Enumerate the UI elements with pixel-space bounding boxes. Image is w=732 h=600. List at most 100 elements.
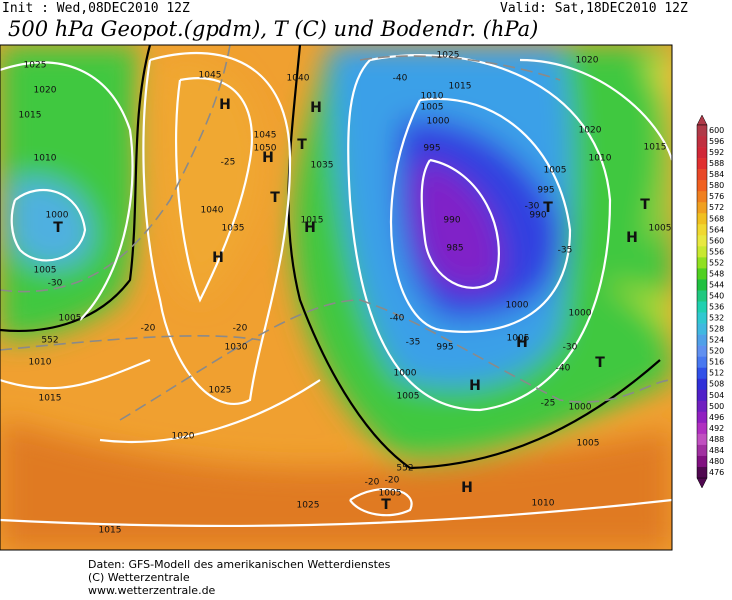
pressure-center: H [469, 378, 481, 394]
contour-label: -20 [365, 478, 380, 488]
colorbar-top [696, 114, 708, 126]
contour-label: -25 [541, 399, 556, 409]
colorbar-label: 496 [709, 413, 724, 422]
contour-label: 1005 [507, 334, 530, 344]
contour-label: 1000 [394, 369, 417, 379]
colorbar-swatch [697, 411, 707, 424]
colorbar-swatch [697, 213, 707, 225]
pressure-center: H [310, 100, 322, 116]
contour-label: -20 [233, 324, 248, 334]
contour-label: 1015 [301, 216, 324, 226]
contour-label: 995 [436, 343, 453, 353]
colorbar-swatch [697, 257, 707, 269]
contour-label: -40 [556, 364, 571, 374]
contour-label: 1000 [506, 301, 529, 311]
contour-label: 1040 [287, 74, 310, 84]
contour-label: -30 [525, 202, 540, 212]
pressure-center: T [297, 137, 307, 153]
init-time: Init : Wed,08DEC2010 12Z [2, 1, 190, 16]
valid-time: Valid: Sat,18DEC2010 12Z [500, 1, 688, 16]
colorbar-label: 480 [709, 457, 724, 466]
colorbar-label: 532 [709, 314, 724, 323]
colorbar-swatch [697, 301, 707, 313]
pressure-center: T [543, 200, 553, 216]
contour-label: 985 [446, 244, 463, 254]
pressure-center: H [516, 335, 528, 351]
colorbar-label: 524 [709, 336, 724, 345]
colorbar-swatch [697, 400, 707, 413]
colorbar-swatch [697, 268, 707, 280]
colorbar-label: 584 [709, 170, 724, 179]
colorbar-label: 504 [709, 391, 724, 400]
colorbar-swatch [697, 433, 707, 446]
contour-label: 1005 [59, 314, 82, 324]
pressure-center: T [595, 355, 605, 371]
colorbar-label: 552 [709, 258, 724, 267]
contour-label: -40 [390, 314, 405, 324]
contour-label: 1020 [579, 126, 602, 136]
colorbar-frame [696, 124, 708, 479]
colorbar-label: 528 [709, 325, 724, 334]
colorbar-label: 488 [709, 435, 724, 444]
colorbar-label: 516 [709, 358, 724, 367]
colorbar-label: 548 [709, 269, 724, 278]
colorbar-swatch [697, 125, 707, 137]
colorbar-swatch [697, 378, 707, 391]
colorbar-label: 592 [709, 148, 724, 157]
contour-label: 1000 [569, 403, 592, 413]
contour-label: 1035 [311, 161, 334, 171]
contour-label: -35 [558, 246, 573, 256]
contour-label: 1025 [209, 386, 232, 396]
contour-label: 1015 [39, 394, 62, 404]
colorbar-label: 500 [709, 402, 724, 411]
contour-label: 1050 [254, 144, 277, 154]
contour-label: 1005 [649, 224, 672, 234]
footer-source: Daten: GFS-Modell des amerikanischen Wet… [88, 558, 391, 571]
contour-label: 1010 [589, 154, 612, 164]
colorbar-label: 544 [709, 280, 724, 289]
contour-label: 1005 [421, 103, 444, 113]
colorbar-label: 560 [709, 236, 724, 245]
contour-label: 1015 [99, 526, 122, 536]
pressure-center: T [270, 190, 280, 206]
colorbar-label: 484 [709, 446, 724, 455]
colorbar-label: 576 [709, 192, 724, 201]
colorbar-swatch [697, 444, 707, 457]
colorbar-label: 572 [709, 203, 724, 212]
pressure-center: H [212, 250, 224, 266]
colorbar-label: 536 [709, 303, 724, 312]
contour-label: 1015 [449, 82, 472, 92]
map: 10251020101510101000T1005-30100555210101… [0, 45, 672, 550]
colorbar-swatch [697, 422, 707, 435]
contour-label: 1005 [379, 489, 402, 499]
contour-label: -25 [221, 158, 236, 168]
map-frame [0, 44, 673, 551]
contour-label: 1010 [532, 499, 555, 509]
colorbar-swatch [697, 136, 707, 148]
contour-label: -20 [141, 324, 156, 334]
colorbar-label: 540 [709, 291, 724, 300]
colorbar-swatch [697, 224, 707, 236]
contour-label: 1035 [222, 224, 245, 234]
colorbar-bottom [696, 477, 708, 489]
contour-label: 1020 [34, 86, 57, 96]
contour-label: 1005 [577, 439, 600, 449]
colorbar-swatch [697, 455, 707, 468]
colorbar-swatch [697, 367, 707, 380]
colorbar-label: 508 [709, 380, 724, 389]
colorbar-label: 492 [709, 424, 724, 433]
contour-label: 990 [529, 211, 546, 221]
contour-label: 1000 [569, 309, 592, 319]
contour-label: 1020 [576, 56, 599, 66]
contour-label: 1015 [19, 111, 42, 121]
contour-label: -20 [385, 476, 400, 486]
colorbar-label: 512 [709, 369, 724, 378]
colorbar-swatch [697, 246, 707, 258]
colorbar-label: 520 [709, 347, 724, 356]
colorbar: 600 596 592 588 584 580 576 572 568 564 560 556 552 5… [696, 114, 724, 489]
colorbar-label: 596 [709, 137, 724, 146]
colorbar-label: 588 [709, 159, 724, 168]
colorbar-label: 556 [709, 247, 724, 256]
colorbar-swatch [697, 323, 707, 335]
